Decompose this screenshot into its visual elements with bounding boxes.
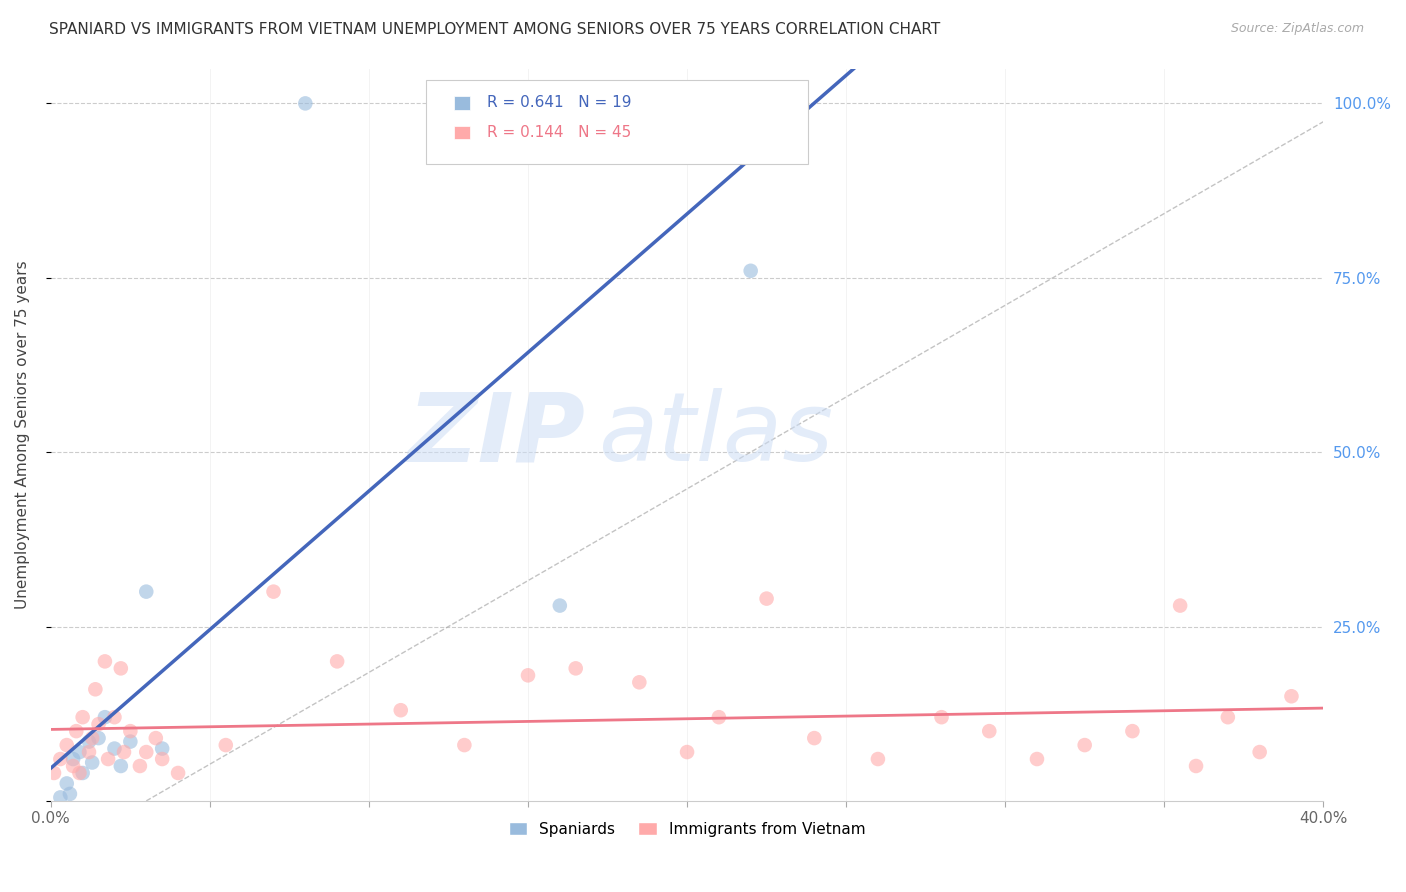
Text: Source: ZipAtlas.com: Source: ZipAtlas.com: [1230, 22, 1364, 36]
Point: [1026, 752, 1049, 766]
Point: [740, 264, 762, 278]
FancyBboxPatch shape: [426, 79, 808, 164]
Point: [167, 766, 190, 780]
Point: [294, 96, 316, 111]
Point: [1216, 710, 1239, 724]
Text: ZIP: ZIP: [408, 388, 585, 481]
Point: [517, 668, 540, 682]
Point: [150, 752, 173, 766]
Point: [112, 745, 135, 759]
Point: [564, 661, 586, 675]
Point: [77, 745, 100, 759]
Point: [931, 710, 953, 724]
Point: [55, 776, 77, 790]
Point: [145, 731, 167, 745]
Point: [120, 734, 142, 748]
Point: [87, 731, 110, 745]
Point: [49, 790, 72, 805]
Bar: [454, 126, 470, 139]
Point: [72, 710, 94, 724]
Point: [110, 759, 132, 773]
Point: [755, 591, 778, 606]
Legend: Spaniards, Immigrants from Vietnam: Spaniards, Immigrants from Vietnam: [501, 814, 873, 845]
Point: [110, 661, 132, 675]
Point: [82, 756, 104, 770]
Point: [628, 675, 651, 690]
Point: [94, 710, 117, 724]
Point: [69, 745, 91, 759]
Y-axis label: Unemployment Among Seniors over 75 years: Unemployment Among Seniors over 75 years: [15, 260, 30, 609]
Point: [135, 745, 157, 759]
Point: [62, 752, 84, 766]
Point: [77, 734, 100, 748]
Point: [485, 96, 508, 111]
Point: [69, 766, 91, 780]
Point: [1249, 745, 1271, 759]
Point: [866, 752, 889, 766]
Point: [135, 584, 157, 599]
Point: [215, 738, 238, 752]
Point: [1121, 724, 1143, 739]
Point: [1185, 759, 1208, 773]
Point: [87, 717, 110, 731]
Point: [1073, 738, 1095, 752]
Point: [979, 724, 1001, 739]
Point: [453, 738, 475, 752]
Text: R = 0.641   N = 19: R = 0.641 N = 19: [488, 95, 631, 111]
Point: [84, 682, 107, 697]
Point: [55, 738, 77, 752]
Point: [676, 745, 699, 759]
Point: [62, 759, 84, 773]
Point: [59, 787, 82, 801]
Point: [707, 710, 730, 724]
Text: SPANIARD VS IMMIGRANTS FROM VIETNAM UNEMPLOYMENT AMONG SENIORS OVER 75 YEARS COR: SPANIARD VS IMMIGRANTS FROM VIETNAM UNEM…: [49, 22, 941, 37]
Point: [72, 766, 94, 780]
Point: [129, 759, 152, 773]
Point: [65, 724, 87, 739]
Text: atlas: atlas: [598, 388, 832, 481]
Point: [389, 703, 412, 717]
Point: [803, 731, 825, 745]
Point: [263, 584, 285, 599]
Point: [94, 654, 117, 668]
Point: [103, 710, 125, 724]
Text: R = 0.144   N = 45: R = 0.144 N = 45: [488, 125, 631, 140]
Point: [42, 766, 65, 780]
Point: [97, 752, 120, 766]
Bar: [454, 96, 470, 110]
Point: [326, 654, 349, 668]
Point: [548, 599, 571, 613]
Point: [82, 731, 104, 745]
Point: [1168, 599, 1191, 613]
Point: [49, 752, 72, 766]
Point: [103, 741, 125, 756]
Point: [1281, 690, 1303, 704]
Point: [150, 741, 173, 756]
Point: [120, 724, 142, 739]
